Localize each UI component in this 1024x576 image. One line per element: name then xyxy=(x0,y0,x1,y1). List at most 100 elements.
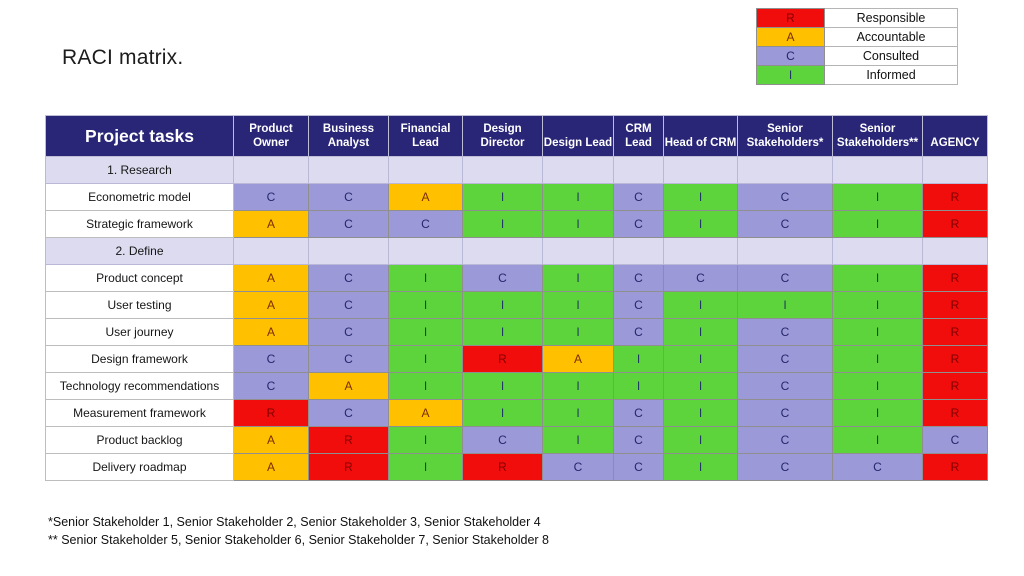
raci-cell-i: I xyxy=(388,318,463,346)
raci-cell-empty xyxy=(613,156,664,184)
task-row: User testing A C I I I C I I I R xyxy=(45,291,988,319)
task-row: Design framework C C I R A I I C I R xyxy=(45,345,988,373)
raci-cell-c: C xyxy=(542,453,614,481)
raci-cell-i: I xyxy=(388,291,463,319)
raci-cell-i: I xyxy=(832,210,923,238)
raci-cell-empty xyxy=(922,156,988,184)
legend-row: A Accountable xyxy=(756,27,958,47)
raci-cell-i: I xyxy=(663,345,738,373)
raci-cell-i: I xyxy=(832,399,923,427)
raci-cell-c: C xyxy=(613,183,664,211)
raci-cell-a: A xyxy=(542,345,614,373)
raci-cell-c: C xyxy=(737,426,833,454)
raci-cell-c: C xyxy=(737,183,833,211)
raci-cell-c: C xyxy=(737,264,833,292)
raci-cell-i: I xyxy=(832,345,923,373)
raci-cell-c: C xyxy=(737,210,833,238)
raci-cell-r: R xyxy=(462,453,543,481)
raci-cell-r: R xyxy=(922,264,988,292)
page-title: RACI matrix. xyxy=(62,46,184,69)
raci-cell-c: C xyxy=(737,345,833,373)
raci-cell-i: I xyxy=(663,372,738,400)
raci-cell-c: C xyxy=(737,318,833,346)
raci-cell-r: R xyxy=(922,291,988,319)
raci-cell-c: C xyxy=(832,453,923,481)
task-label: Econometric model xyxy=(45,183,234,211)
raci-cell-empty xyxy=(542,156,614,184)
raci-cell-c: C xyxy=(613,453,664,481)
raci-cell-empty xyxy=(832,156,923,184)
raci-cell-a: A xyxy=(233,453,309,481)
raci-cell-i: I xyxy=(388,345,463,373)
raci-cell-empty xyxy=(613,237,664,265)
raci-cell-c: C xyxy=(613,399,664,427)
legend-swatch-r: R xyxy=(756,8,825,28)
raci-cell-c: C xyxy=(308,183,389,211)
column-header: CRM Lead xyxy=(613,115,664,157)
raci-cell-r: R xyxy=(922,318,988,346)
raci-cell-a: A xyxy=(233,426,309,454)
raci-cell-i: I xyxy=(663,426,738,454)
column-header: Business Analyst xyxy=(308,115,389,157)
task-row: Product backlog A R I C I C I C I C xyxy=(45,426,988,454)
raci-cell-r: R xyxy=(922,210,988,238)
raci-cell-empty xyxy=(308,156,389,184)
raci-cell-i: I xyxy=(663,210,738,238)
raci-cell-c: C xyxy=(613,318,664,346)
legend-swatch-a: A xyxy=(756,27,825,47)
raci-cell-c: C xyxy=(233,183,309,211)
legend-label: Responsible xyxy=(824,8,958,28)
raci-cell-i: I xyxy=(613,345,664,373)
legend-body: R Responsible A Accountable C Consulted I Infor… xyxy=(756,8,958,85)
raci-cell-i: I xyxy=(832,183,923,211)
raci-cell-i: I xyxy=(462,399,543,427)
raci-cell-i: I xyxy=(832,318,923,346)
raci-cell-empty xyxy=(922,237,988,265)
raci-cell-empty xyxy=(737,237,833,265)
raci-cell-c: C xyxy=(308,291,389,319)
task-label: Delivery roadmap xyxy=(45,453,234,481)
raci-cell-c: C xyxy=(737,372,833,400)
raci-cell-i: I xyxy=(462,210,543,238)
raci-cell-c: C xyxy=(613,426,664,454)
raci-cell-c: C xyxy=(737,399,833,427)
raci-cell-i: I xyxy=(663,453,738,481)
raci-cell-c: C xyxy=(663,264,738,292)
raci-cell-r: R xyxy=(922,453,988,481)
task-row: Delivery roadmap A R I R C C I C C R xyxy=(45,453,988,481)
raci-cell-r: R xyxy=(233,399,309,427)
raci-cell-empty xyxy=(233,156,309,184)
raci-cell-r: R xyxy=(308,426,389,454)
raci-cell-i: I xyxy=(388,264,463,292)
raci-cell-c: C xyxy=(233,345,309,373)
task-row: Product concept A C I C I C C C I R xyxy=(45,264,988,292)
task-row: Strategic framework A C C I I C I C I R xyxy=(45,210,988,238)
legend-row: I Informed xyxy=(756,65,958,85)
raci-cell-i: I xyxy=(462,183,543,211)
raci-cell-r: R xyxy=(922,183,988,211)
raci-cell-c: C xyxy=(613,210,664,238)
raci-cell-r: R xyxy=(922,399,988,427)
raci-cell-c: C xyxy=(308,318,389,346)
task-label: Technology recommendations xyxy=(45,372,234,400)
raci-cell-c: C xyxy=(233,372,309,400)
task-row: Technology recommendations C A I I I I I C I R xyxy=(45,372,988,400)
raci-cell-i: I xyxy=(663,183,738,211)
footnotes: *Senior Stakeholder 1, Senior Stakeholde… xyxy=(48,513,549,549)
task-label: User journey xyxy=(45,318,234,346)
raci-cell-empty xyxy=(308,237,389,265)
raci-cell-i: I xyxy=(832,264,923,292)
raci-matrix-table: Project tasks Product Owner Business Analy… xyxy=(45,115,988,481)
raci-cell-i: I xyxy=(542,426,614,454)
task-label: Product concept xyxy=(45,264,234,292)
section-label: 1. Research xyxy=(45,156,234,184)
raci-cell-i: I xyxy=(542,372,614,400)
column-header: Head of CRM xyxy=(663,115,738,157)
raci-cell-c: C xyxy=(308,345,389,373)
raci-legend: R Responsible A Accountable C Consulted I Infor… xyxy=(756,8,958,85)
raci-cell-i: I xyxy=(388,426,463,454)
raci-cell-c: C xyxy=(737,453,833,481)
task-label: Design framework xyxy=(45,345,234,373)
raci-cell-r: R xyxy=(922,372,988,400)
raci-cell-c: C xyxy=(462,426,543,454)
